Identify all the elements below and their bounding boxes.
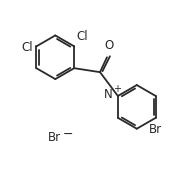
Text: +: + [113,84,121,94]
Text: N: N [104,88,113,102]
Text: −: − [62,128,73,141]
Text: O: O [104,39,114,52]
Text: Br: Br [48,131,62,144]
Text: Cl: Cl [76,30,88,43]
Text: Br: Br [149,123,162,136]
Text: Cl: Cl [22,41,33,54]
